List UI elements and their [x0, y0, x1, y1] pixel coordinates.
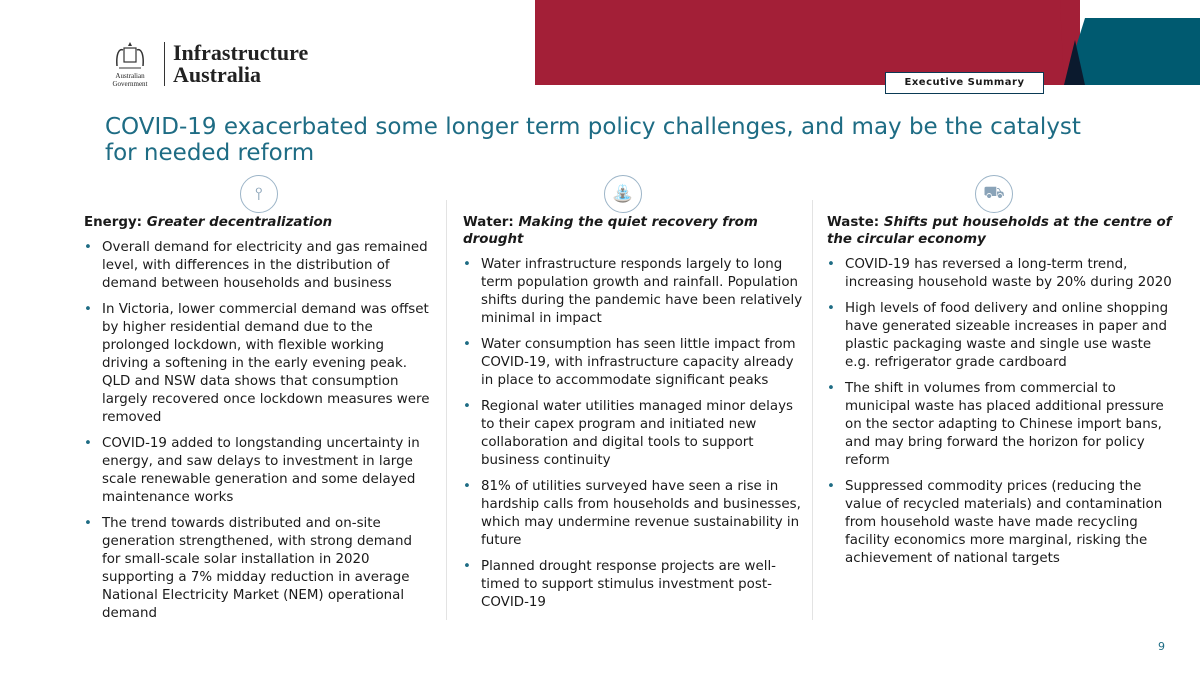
column-divider	[446, 200, 447, 620]
water-tap-icon: ⛲	[604, 175, 642, 213]
bullet-text: COVID-19 has reversed a long-term trend,…	[845, 257, 1172, 290]
heading-subtitle: Greater decentralization	[146, 215, 333, 230]
coat-of-arms-icon	[116, 42, 144, 69]
bullet-item: • Regional water utilities managed minor …	[463, 398, 808, 470]
column-heading: Waste: Shifts put households at the cent…	[827, 214, 1177, 248]
bullet-item: • Suppressed commodity prices (reducing t…	[827, 478, 1177, 568]
energy-column: Energy: Greater decentralization • Overall…	[84, 214, 434, 631]
bullet-marker: •	[84, 516, 92, 531]
bullet-marker: •	[827, 479, 835, 494]
bullet-item: • Overall demand for electricity and gas …	[84, 239, 434, 293]
bullet-item: • Planned drought response projects are w…	[463, 558, 808, 612]
page-title: COVID-19 exacerbated some longer term po…	[105, 114, 1081, 166]
teal-banner	[1064, 18, 1200, 85]
bullet-item: • High levels of food delivery and online…	[827, 300, 1177, 372]
bullet-text: Planned drought response projects are we…	[481, 559, 777, 610]
bullet-item: • 81% of utilities surveyed have seen a r…	[463, 478, 808, 550]
bullet-marker: •	[84, 436, 92, 451]
bullet-marker: •	[827, 301, 835, 316]
bullet-item: • In Victoria, lower commercial demand wa…	[84, 301, 434, 427]
bullet-text: Water consumption has seen little impact…	[481, 337, 796, 388]
bullet-marker: •	[463, 257, 471, 272]
bullet-text: COVID-19 added to longstanding uncertain…	[102, 436, 420, 505]
page-number: 9	[1158, 640, 1165, 653]
bullet-text: The trend towards distributed and on-sit…	[102, 516, 412, 621]
org-name-line1: Infrastructure	[173, 40, 309, 65]
bullet-marker: •	[84, 302, 92, 317]
waste-column: Waste: Shifts put households at the cent…	[827, 214, 1177, 576]
bullet-item: • The shift in volumes from commercial to…	[827, 380, 1177, 470]
bullet-item: • The trend towards distributed and on-si…	[84, 515, 434, 623]
water-column: Water: Making the quiet recovery from dr…	[463, 214, 808, 620]
wind-turbine-icon: ⫯	[240, 175, 278, 213]
bullet-text: Overall demand for electricity and gas r…	[102, 240, 428, 291]
bullet-text: In Victoria, lower commercial demand was…	[102, 302, 430, 425]
heading-prefix: Waste:	[827, 215, 880, 230]
garbage-truck-icon: ⛟	[975, 175, 1013, 213]
bullet-list: • Overall demand for electricity and gas …	[84, 239, 434, 623]
navy-triangle	[1064, 40, 1085, 85]
bullet-marker: •	[463, 399, 471, 414]
bullet-marker: •	[827, 381, 835, 396]
bullet-list: • COVID-19 has reversed a long-term trend…	[827, 256, 1177, 568]
bullet-marker: •	[463, 337, 471, 352]
bullet-text: Water infrastructure responds largely to…	[481, 257, 803, 326]
column-heading: Energy: Greater decentralization	[84, 214, 434, 231]
header-shapes	[1060, 0, 1200, 85]
header-red-banner	[535, 0, 1080, 85]
column-heading: Water: Making the quiet recovery from dr…	[463, 214, 808, 248]
section-tag: Executive Summary	[885, 72, 1044, 94]
bullet-text: Suppressed commodity prices (reducing th…	[845, 479, 1163, 566]
heading-subtitle: Making the quiet recovery from drought	[463, 215, 758, 247]
bullet-marker: •	[463, 559, 471, 574]
bullet-text: High levels of food delivery and online …	[845, 301, 1169, 370]
bullet-marker: •	[84, 240, 92, 255]
bullet-item: • Water infrastructure responds largely t…	[463, 256, 808, 328]
bullet-text: The shift in volumes from commercial to …	[845, 381, 1164, 468]
coat-of-arms: Australian Government	[104, 40, 156, 88]
bullet-item: • COVID-19 added to longstanding uncertai…	[84, 435, 434, 507]
bullet-item: • Water consumption has seen little impac…	[463, 336, 808, 390]
logo-divider	[164, 42, 165, 86]
heading-prefix: Energy:	[84, 215, 143, 230]
government-label: Australian Government	[112, 72, 148, 88]
bullet-list: • Water infrastructure responds largely t…	[463, 256, 808, 612]
org-name-line2: Australia	[173, 62, 261, 87]
infrastructure-australia-logo: Australian Government Infrastructure Aus…	[104, 40, 309, 89]
bullet-marker: •	[827, 257, 835, 272]
column-divider	[812, 200, 813, 620]
heading-prefix: Water:	[463, 215, 514, 230]
bullet-text: 81% of utilities surveyed have seen a ri…	[481, 479, 801, 548]
heading-subtitle: Shifts put households at the centre of t…	[827, 215, 1172, 247]
bullet-text: Regional water utilities managed minor d…	[481, 399, 793, 468]
bullet-item: • COVID-19 has reversed a long-term trend…	[827, 256, 1177, 292]
bullet-marker: •	[463, 479, 471, 494]
